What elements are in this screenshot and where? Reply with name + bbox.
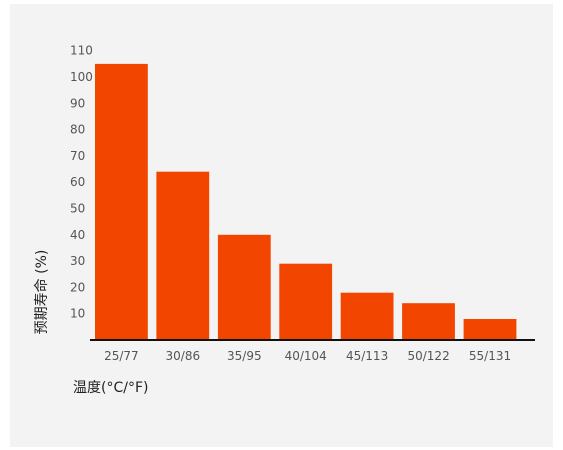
bar-40-104 (279, 263, 333, 340)
y-tick-label: 90 (70, 96, 85, 110)
x-tick-label: 55/131 (469, 349, 511, 363)
y-tick-label: 20 (70, 280, 85, 294)
x-axis-title: 温度(°C/°F) (73, 380, 148, 396)
y-tick-label: 50 (70, 202, 85, 216)
y-tick-label: 60 (70, 175, 85, 189)
y-tick-label: 70 (70, 149, 85, 163)
x-axis-tick-labels: 25/77 30/86 35/95 40/104 45/113 50/122 55/131 (104, 349, 511, 363)
x-tick-label: 30/86 (166, 349, 201, 363)
bars (95, 63, 517, 341)
y-tick-label: 40 (70, 228, 85, 242)
y-axis-ticks: 10 20 30 40 50 60 70 80 90 100 110 (70, 44, 93, 321)
x-tick-label: 35/95 (227, 349, 262, 363)
bar-45-113 (340, 292, 394, 340)
x-tick-label: 40/104 (285, 349, 327, 363)
y-tick-label: 100 (70, 70, 93, 84)
y-tick-label: 30 (70, 254, 85, 268)
bar-35-95 (217, 234, 271, 340)
y-tick-label: 10 (70, 307, 85, 321)
y-tick-label: 110 (70, 44, 93, 58)
x-tick-label: 45/113 (346, 349, 388, 363)
bar-50-122 (402, 303, 455, 340)
x-tick-label: 50/122 (407, 349, 449, 363)
x-tick-label: 25/77 (104, 349, 139, 363)
y-tick-label: 80 (70, 123, 85, 137)
bar-25-77 (95, 63, 148, 341)
bar-30-86 (156, 171, 210, 340)
bar-55-131 (463, 319, 517, 340)
y-axis-title: 预期寿命 (%) (33, 250, 50, 335)
